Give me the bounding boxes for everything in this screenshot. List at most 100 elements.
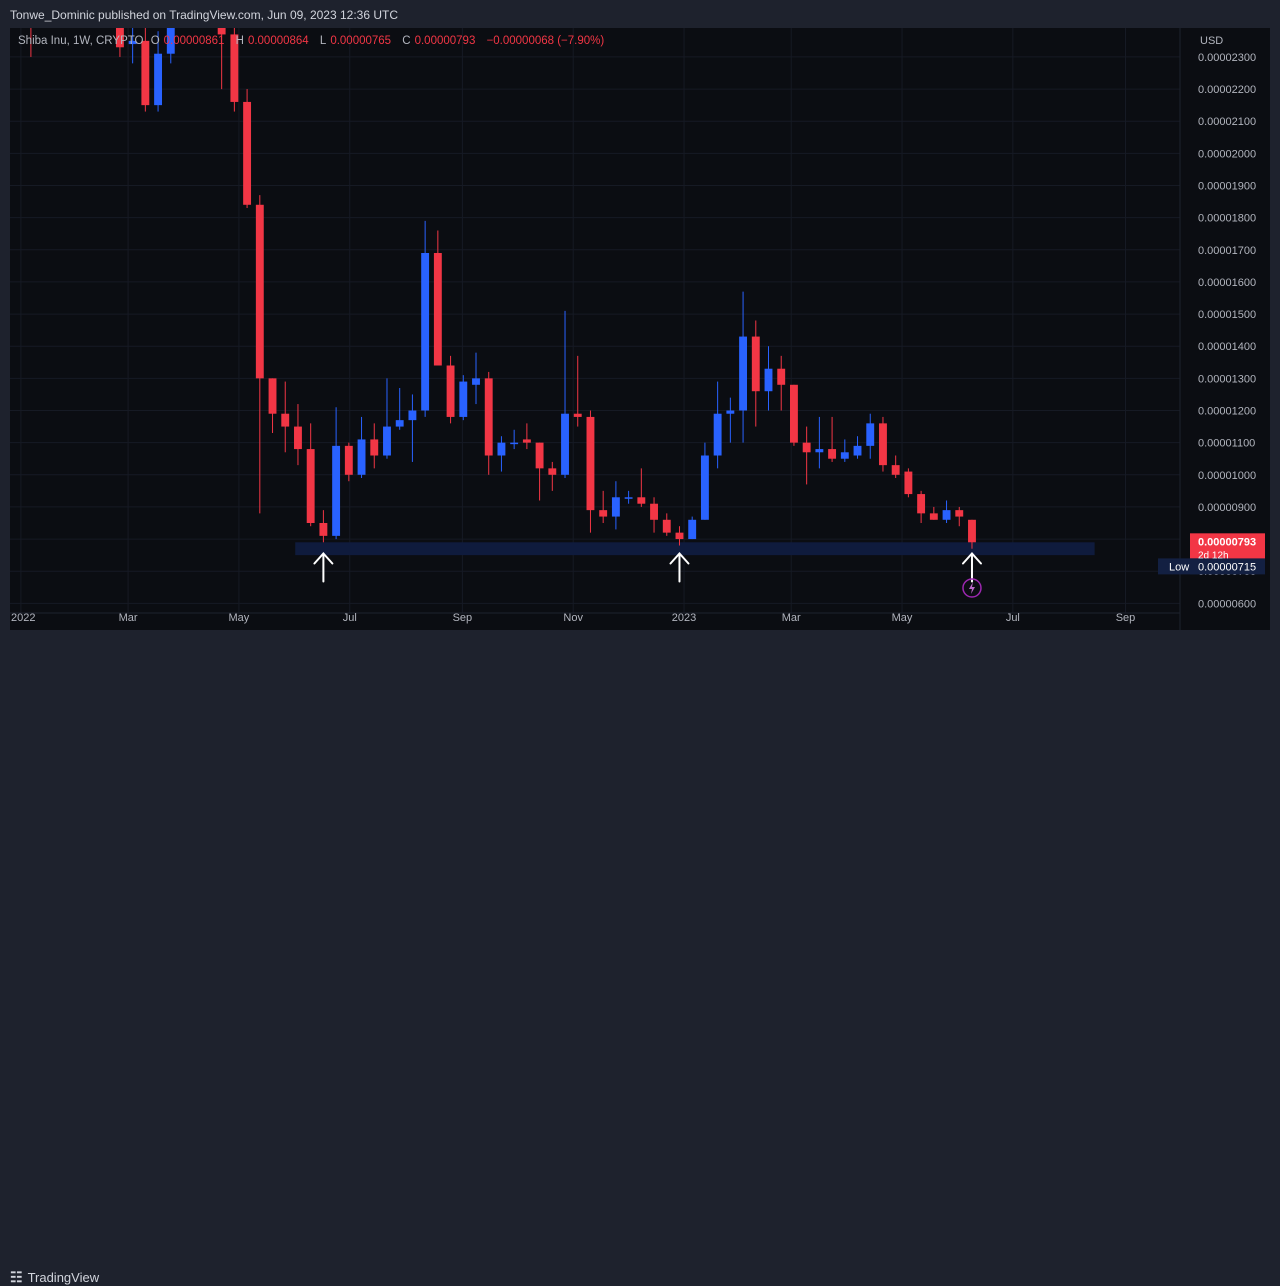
candle-body[interactable] bbox=[497, 442, 506, 456]
candle-body[interactable] bbox=[942, 510, 951, 520]
candle-body[interactable] bbox=[446, 365, 455, 417]
symbol-legend: Shiba Inu, 1W, CRYPTO O 0.00000861 H 0.000… bbox=[18, 35, 608, 47]
arrow-up-icon bbox=[961, 552, 982, 583]
candle-body[interactable] bbox=[319, 523, 328, 536]
time-tick-label: Nov bbox=[563, 612, 583, 624]
price-tick-label: 0.00001100 bbox=[1198, 438, 1255, 450]
candle-body[interactable] bbox=[344, 445, 353, 475]
candle-body[interactable] bbox=[955, 510, 964, 517]
plot-background bbox=[10, 28, 1270, 630]
candle-body[interactable] bbox=[141, 40, 150, 106]
time-tick-label: May bbox=[229, 612, 250, 624]
open-label: O bbox=[150, 35, 160, 47]
arrow-up-icon bbox=[669, 552, 690, 583]
candle-body[interactable] bbox=[675, 532, 684, 540]
candle-body[interactable] bbox=[904, 471, 913, 495]
support-zone[interactable] bbox=[295, 542, 1095, 556]
candle-body[interactable] bbox=[802, 442, 811, 453]
candle-body[interactable] bbox=[777, 368, 786, 385]
candle-body[interactable] bbox=[866, 423, 875, 446]
candle-body[interactable] bbox=[739, 336, 748, 411]
time-tick-label: Sep bbox=[453, 612, 473, 624]
candle-body[interactable] bbox=[357, 439, 366, 475]
low-price-tag bbox=[1190, 558, 1265, 575]
candle-body[interactable] bbox=[586, 416, 595, 511]
candle-body[interactable] bbox=[573, 413, 582, 417]
candle-body[interactable] bbox=[510, 442, 519, 445]
candle-body[interactable] bbox=[624, 497, 633, 499]
candle-body[interactable] bbox=[688, 519, 697, 540]
candle-body[interactable] bbox=[408, 410, 417, 421]
price-axis bbox=[1180, 28, 1270, 630]
candle-body[interactable] bbox=[548, 468, 557, 475]
price-tick-label: 0.00001400 bbox=[1198, 341, 1256, 353]
candle-body[interactable] bbox=[268, 378, 277, 414]
lightning-icon bbox=[968, 582, 975, 594]
candle-body[interactable] bbox=[637, 497, 646, 504]
candle-body[interactable] bbox=[561, 413, 569, 475]
chart-frame[interactable]: USD 0.00002300 0.00002200 0.00002100 0.00002… bbox=[10, 28, 1270, 630]
candle-body[interactable] bbox=[255, 204, 264, 379]
candle-body[interactable] bbox=[294, 426, 302, 450]
candle-body[interactable] bbox=[154, 53, 163, 106]
candlestick-chart[interactable]: USD 0.00002300 0.00002200 0.00002100 0.00002… bbox=[10, 28, 1270, 630]
candle-body[interactable] bbox=[370, 439, 379, 456]
candle-body[interactable] bbox=[522, 439, 531, 443]
time-tick-label: Jul bbox=[1006, 612, 1020, 624]
low-value: 0.00000765 bbox=[330, 35, 392, 47]
candle-body[interactable] bbox=[968, 519, 976, 543]
candle-body[interactable] bbox=[217, 28, 226, 35]
price-tick-label: 0.00001700 bbox=[1198, 245, 1256, 257]
candle-body[interactable] bbox=[115, 28, 124, 48]
candle-body[interactable] bbox=[879, 423, 887, 466]
candle-body[interactable] bbox=[815, 449, 824, 453]
candle-body[interactable] bbox=[917, 494, 926, 514]
price-tick-label: 0.00001300 bbox=[1198, 373, 1256, 385]
event-marker[interactable] bbox=[962, 578, 982, 598]
candle-body[interactable] bbox=[662, 519, 671, 533]
candle-body[interactable] bbox=[383, 426, 391, 456]
candle-body[interactable] bbox=[484, 378, 493, 456]
current-price-tag[interactable] bbox=[1190, 533, 1265, 562]
candle-body[interactable] bbox=[789, 384, 798, 443]
price-tick-label: 0.00002200 bbox=[1198, 84, 1256, 96]
candle-body[interactable] bbox=[853, 445, 862, 456]
candle-body[interactable] bbox=[230, 34, 239, 102]
candle-body[interactable] bbox=[700, 455, 709, 520]
high-label: H bbox=[235, 35, 244, 47]
candle-body[interactable] bbox=[459, 381, 468, 417]
candle-body[interactable] bbox=[306, 449, 315, 523]
candle-body[interactable] bbox=[726, 410, 735, 414]
tradingview-logo-icon: ☷ bbox=[10, 1269, 23, 1285]
price-tick-label: 0.00001500 bbox=[1198, 309, 1256, 321]
candle-body[interactable] bbox=[332, 445, 341, 536]
candle-body[interactable] bbox=[535, 442, 544, 469]
candle-body[interactable] bbox=[764, 368, 773, 392]
price-tick-label: 0.00002000 bbox=[1198, 148, 1256, 160]
current-price-value: 0.00000793 bbox=[1198, 536, 1256, 548]
candle-body[interactable] bbox=[243, 101, 252, 205]
open-value: 0.00000861 bbox=[163, 35, 225, 47]
candle-body[interactable] bbox=[166, 28, 175, 54]
candle-body[interactable] bbox=[840, 452, 849, 459]
candle-body[interactable] bbox=[891, 465, 900, 475]
candle-body[interactable] bbox=[433, 253, 442, 366]
price-tick-label: 0.00000600 bbox=[1198, 598, 1256, 610]
candle-body[interactable] bbox=[929, 513, 938, 520]
price-tick-label: 0.00001800 bbox=[1198, 213, 1256, 225]
time-tick-label: May bbox=[892, 612, 913, 624]
candle-body[interactable] bbox=[828, 449, 837, 459]
candle-body[interactable] bbox=[611, 497, 620, 517]
candle-body[interactable] bbox=[128, 40, 137, 45]
time-tick-label: Jul bbox=[343, 612, 357, 624]
candle-body[interactable] bbox=[472, 378, 480, 385]
candle-body[interactable] bbox=[599, 510, 608, 517]
candle-body[interactable] bbox=[713, 413, 722, 456]
candle-body[interactable] bbox=[281, 413, 290, 427]
candle-body[interactable] bbox=[421, 253, 430, 411]
brand[interactable]: ☷ TradingView bbox=[10, 1269, 99, 1286]
low-price-value: 0.00000715 bbox=[1198, 561, 1256, 573]
candle-body[interactable] bbox=[395, 420, 404, 427]
candle-body[interactable] bbox=[751, 336, 760, 392]
candle-body[interactable] bbox=[650, 503, 658, 520]
